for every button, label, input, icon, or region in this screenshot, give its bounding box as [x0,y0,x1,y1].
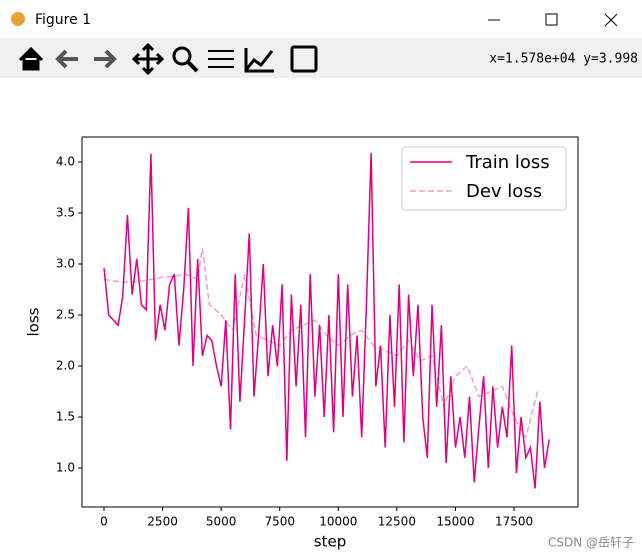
window-title: Figure 1 [35,12,91,28]
subplots-button[interactable] [208,50,234,68]
x-tick-label: 5000 [206,515,237,529]
axes-button[interactable] [244,48,274,73]
series-line [103,248,539,440]
x-tick-label: 10000 [319,515,357,529]
y-tick-label: 1.0 [56,461,75,475]
y-tick-label: 3.0 [56,257,75,271]
forward-button[interactable] [94,49,117,69]
home-button[interactable] [18,46,44,71]
cursor-coords: x=1.578e+04 y=3.998 [489,52,638,67]
y-tick-label: 3.5 [56,205,75,219]
watermark: CSDN @岳轩子 [548,536,634,550]
x-tick-label: 15000 [436,515,474,529]
x-axis-label: step [314,533,346,551]
title-bar [0,0,642,38]
zoom-button[interactable] [172,46,192,66]
legend-label: Dev loss [466,181,542,202]
back-button[interactable] [55,49,78,69]
y-tick-label: 4.0 [56,154,75,168]
y-tick-label: 2.0 [56,359,75,373]
app-icon [11,12,25,26]
x-tick-label: 17500 [495,515,533,529]
legend-label: Train loss [465,152,550,173]
axes-frame [81,136,579,508]
x-tick-label: 12500 [378,515,416,529]
maximize-button[interactable] [545,13,558,26]
y-axis-label: loss [25,307,43,336]
x-tick-label: 0 [100,515,108,529]
y-tick-label: 2.5 [56,308,75,322]
x-tick-label: 7500 [264,515,295,529]
y-tick-label: 1.5 [56,410,75,424]
save-button[interactable] [290,45,318,73]
x-tick-label: 2500 [147,515,178,529]
pan-button[interactable] [131,42,165,76]
series-line [103,152,550,489]
close-button[interactable] [604,13,618,27]
